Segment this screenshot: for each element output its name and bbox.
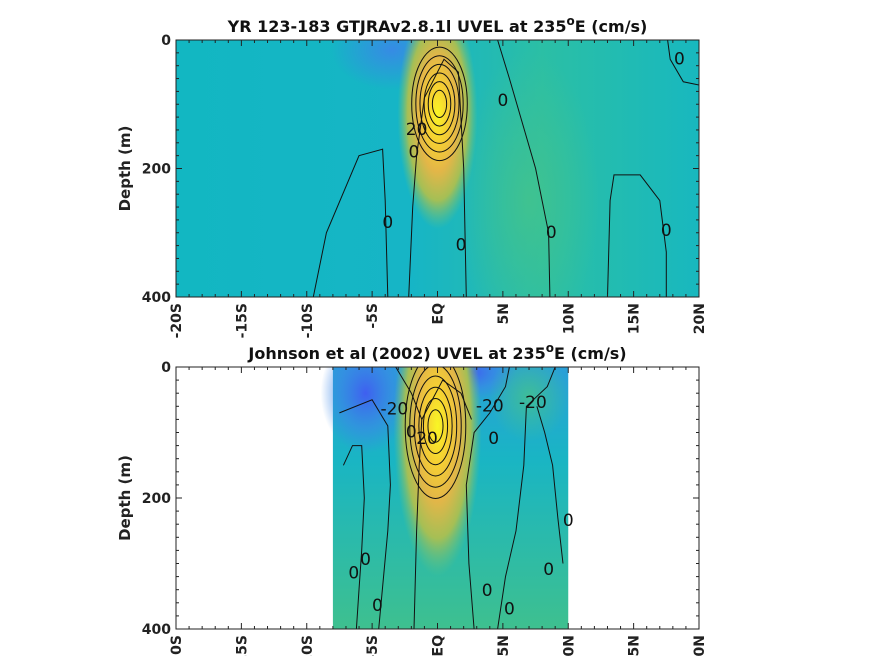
y-tick-label: 400 <box>142 622 171 638</box>
title-main: YR 123-183 GTJRAv2.8.1l UVEL at 235 <box>227 17 567 36</box>
contour-label: 0 <box>543 560 554 580</box>
contour-label: 0 <box>360 550 371 570</box>
core-contour <box>415 55 464 153</box>
core-contour <box>404 367 467 499</box>
zero-contour-2 <box>408 58 467 297</box>
x-tick-label: 5N <box>496 303 512 324</box>
contour-label: 0 <box>488 429 499 449</box>
y-axis-label: Depth (m) <box>116 455 134 541</box>
zero-contour-2 <box>339 399 391 629</box>
contour-label: 0 <box>406 423 417 443</box>
contour-label: 0 <box>372 596 383 616</box>
y-tick-label: 200 <box>142 491 171 507</box>
x-tick-label: EQ <box>431 635 447 656</box>
contour-label: 20 <box>406 120 428 140</box>
core-contour <box>419 63 460 144</box>
contour-label: -20 <box>476 396 504 416</box>
x-tick-label: 20N <box>692 303 708 334</box>
zero-contour-7 <box>421 379 472 420</box>
contour-label: 0 <box>546 223 557 243</box>
contour-label: 0 <box>409 142 420 162</box>
zero-contour-1 <box>342 445 365 629</box>
x-tick-label: -10S <box>300 303 316 338</box>
x-tick-label: 20N <box>692 635 708 656</box>
x-tick-label: -5S <box>365 303 381 329</box>
core-contour <box>413 375 458 477</box>
y-axis-label: Depth (m) <box>116 126 134 212</box>
y-tick-label: 0 <box>161 360 171 376</box>
y-tick-label: 400 <box>142 290 171 306</box>
x-tick-label: 15N <box>627 635 643 656</box>
title-unit: E (cm/s) <box>575 17 648 36</box>
zero-contour-1 <box>312 148 389 297</box>
chart-title: YR 123-183 GTJRAv2.8.1l UVEL at 235oE (c… <box>227 14 648 36</box>
core-contour <box>409 367 462 488</box>
core-contour <box>427 81 452 127</box>
title-main: Johnson et al (2002) UVEL at 235 <box>247 344 545 363</box>
x-tick-label: 5N <box>496 635 512 656</box>
core-contour <box>423 72 456 136</box>
zero-contour-5 <box>667 40 699 86</box>
contour-label: -20 <box>380 400 408 420</box>
core-contour <box>411 46 468 162</box>
contour-label: 0 <box>456 236 467 256</box>
core-contour <box>431 89 448 119</box>
zero-contour-4 <box>607 174 667 297</box>
contour-label: 20 <box>416 429 438 449</box>
x-tick-label: -5S <box>365 635 381 656</box>
contour-label: 0 <box>497 91 508 111</box>
core-contour <box>427 409 444 443</box>
y-tick-label: 0 <box>161 33 171 49</box>
contour-label: 0 <box>674 49 685 69</box>
y-tick-label: 200 <box>142 162 171 178</box>
contour-label: 0 <box>504 599 515 619</box>
contour-label: 0 <box>563 511 574 531</box>
shear-band <box>459 50 600 297</box>
zero-contour-5 <box>497 367 556 629</box>
zero-contour-3 <box>395 367 423 629</box>
x-tick-label: -10S <box>300 635 316 656</box>
x-tick-label: -15S <box>234 303 250 338</box>
x-tick-label: -20S <box>169 635 185 656</box>
x-tick-label: EQ <box>431 303 447 325</box>
title-degree: o <box>546 341 554 355</box>
title-degree: o <box>566 14 574 28</box>
zero-contour-4 <box>465 367 510 629</box>
jet-core <box>393 367 482 576</box>
chart-title: Johnson et al (2002) UVEL at 235oE (cm/s… <box>247 341 626 363</box>
zero-contour-3 <box>497 40 551 297</box>
x-tick-label: 10N <box>561 635 577 656</box>
core-contour <box>422 397 449 454</box>
contour-label: -20 <box>519 393 547 413</box>
x-tick-label: 15N <box>627 303 643 334</box>
x-tick-label: -20S <box>169 303 185 338</box>
x-tick-label: 10N <box>561 303 577 334</box>
title-unit: E (cm/s) <box>554 344 627 363</box>
contour-label: 0 <box>661 221 672 241</box>
contour-label: 0 <box>348 563 359 583</box>
contour-label: 0 <box>482 581 493 601</box>
contour-label: 0 <box>382 213 393 233</box>
zero-contour-6 <box>536 406 564 564</box>
core-contour <box>418 386 453 466</box>
x-tick-label: -15S <box>234 635 250 656</box>
